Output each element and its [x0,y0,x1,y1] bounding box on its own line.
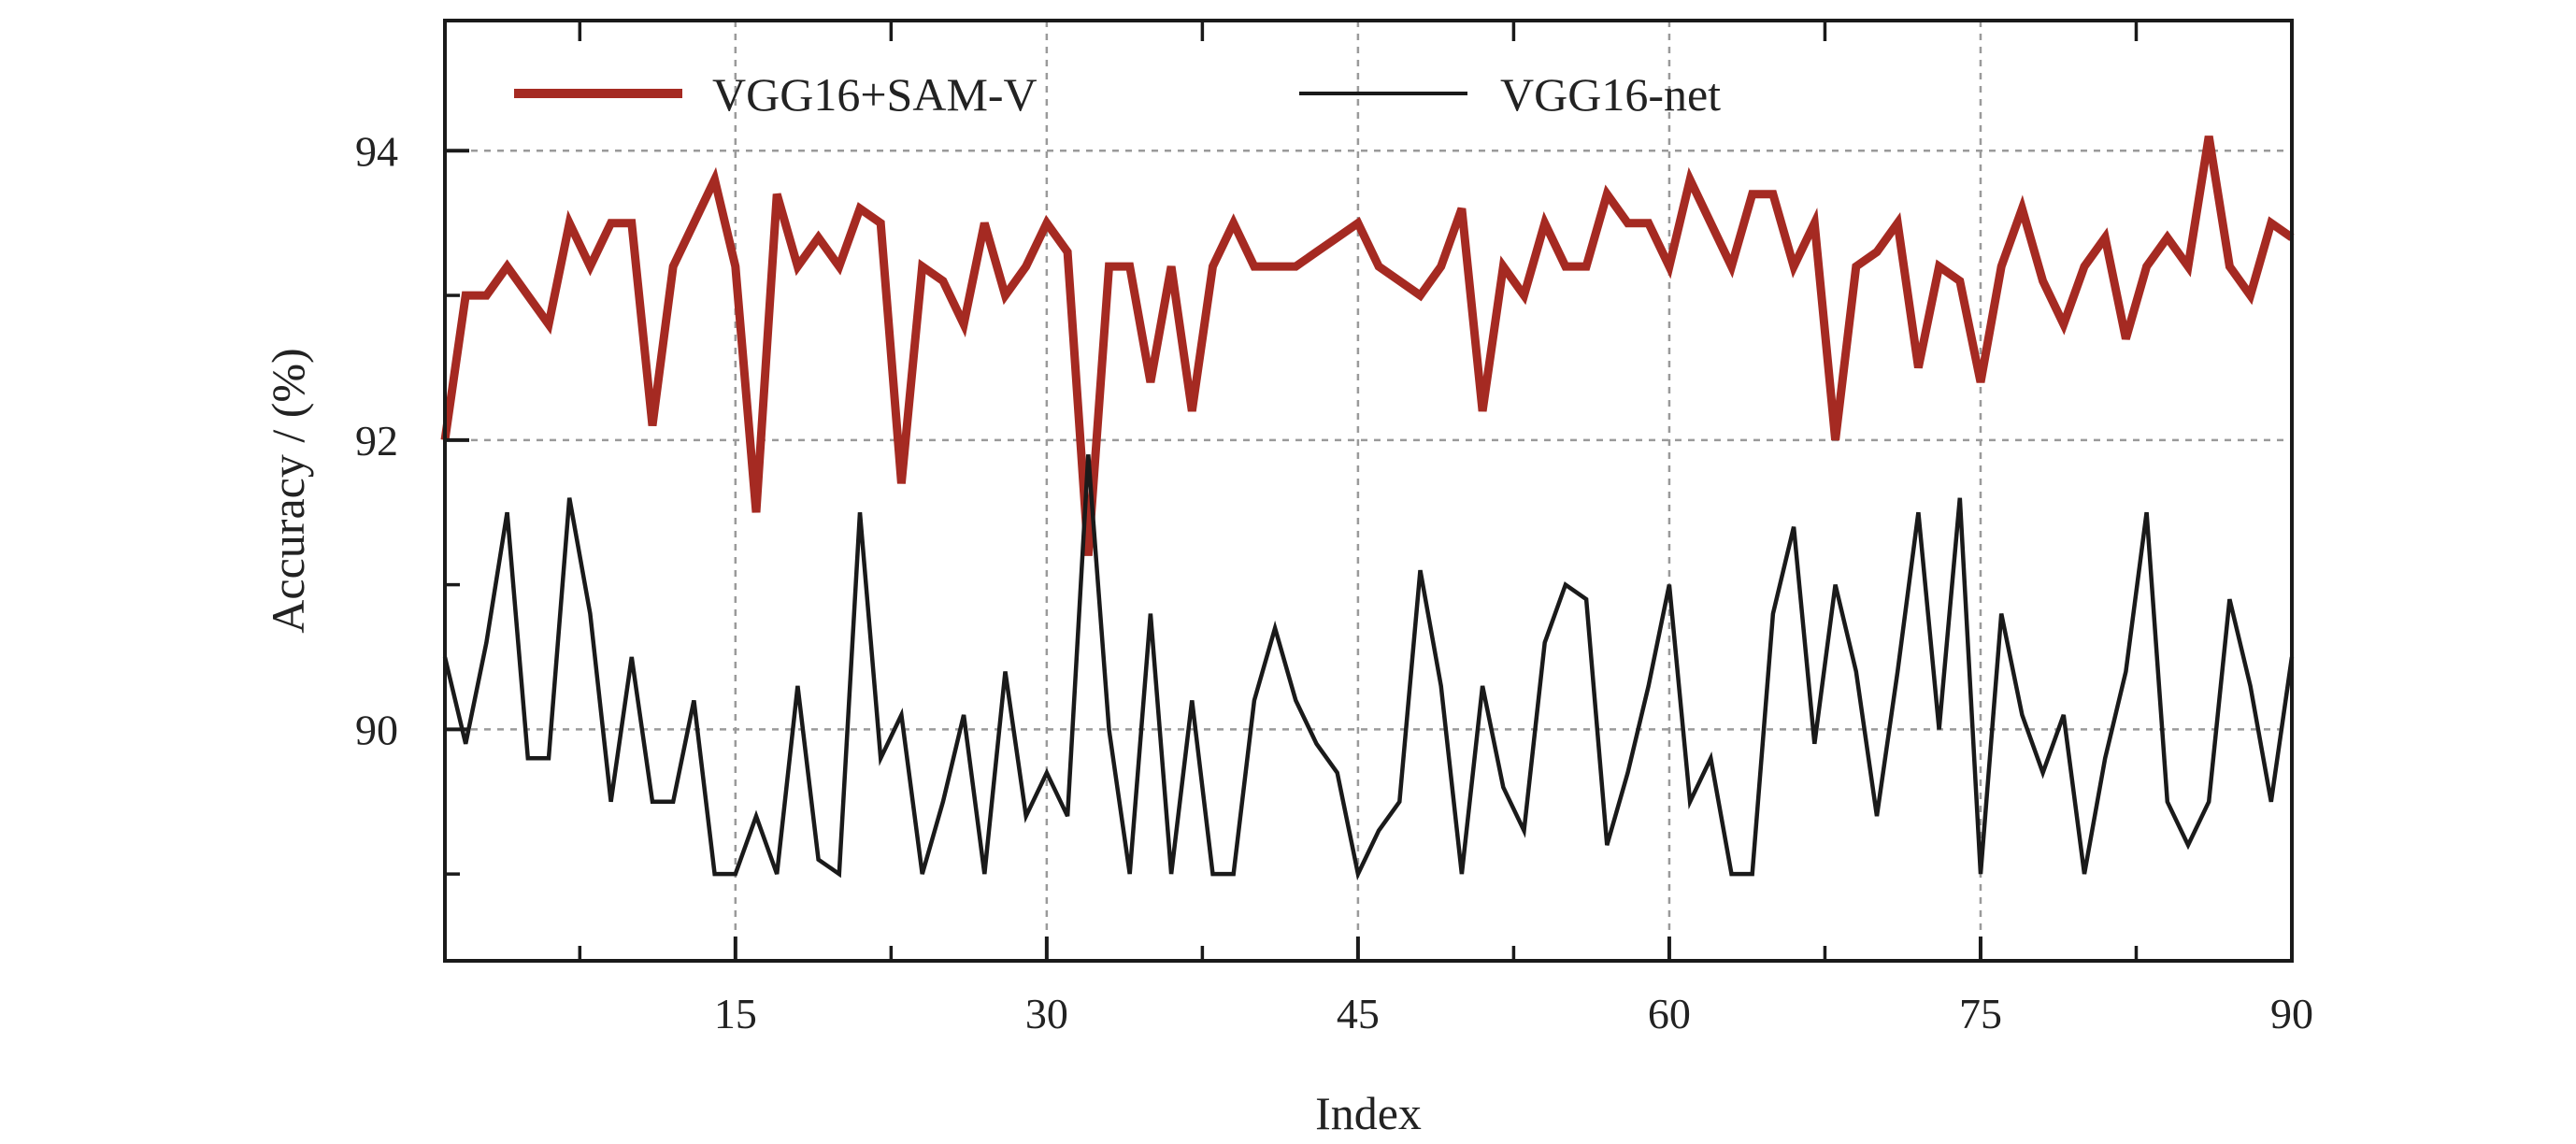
x-tick-label: 75 [1959,990,2002,1037]
grid-lines [445,21,2292,961]
y-tick-label: 90 [355,706,398,753]
legend-label-vgg16-sam-v: VGG16+SAM-V [712,68,1038,121]
x-axis-title: Index [1315,1087,1422,1139]
y-axis-title: Accuracy / (%) [262,348,314,633]
x-tick-label: 60 [1648,990,1691,1037]
plot-frame [443,19,2294,963]
axis-ticks: 15 30 45 60 75 90 90 92 94 [355,21,2313,1037]
x-tick-label: 15 [714,990,757,1037]
legend-label-vgg16-net: VGG16-net [1500,68,1721,121]
x-tick-label: 90 [2270,990,2313,1037]
y-tick-label: 94 [355,127,398,175]
series-line-vgg16-net [442,454,2295,881]
series-line-vgg16-sam-v [440,136,2295,556]
legend: VGG16+SAM-V VGG16-net [514,68,1721,121]
series-lines [440,136,2295,881]
x-tick-label: 45 [1337,990,1380,1037]
x-tick-label: 30 [1025,990,1068,1037]
y-tick-label: 92 [355,417,398,465]
